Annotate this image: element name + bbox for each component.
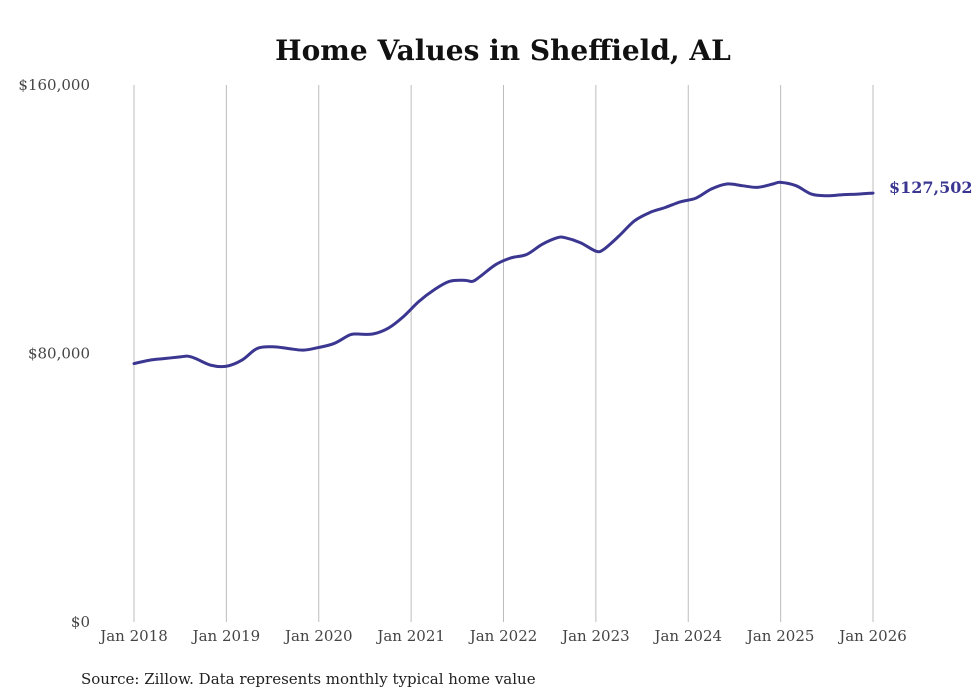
x-tick-label: Jan 2024	[652, 627, 722, 645]
source-note: Source: Zillow. Data represents monthly …	[81, 670, 536, 688]
series-line-layer	[132, 180, 875, 369]
x-tick-label: Jan 2018	[98, 627, 168, 645]
end-value-label: $127,502	[889, 178, 973, 197]
chart-title: Home Values in Sheffield, AL	[275, 34, 731, 67]
y-tick-label: $160,000	[18, 76, 90, 94]
y-axis-tick-labels: $0 $80,000 $160,000	[18, 76, 90, 631]
gridlines	[133, 85, 874, 622]
x-tick-label: Jan 2021	[375, 627, 445, 645]
x-tick-label: Jan 2020	[283, 627, 353, 645]
x-axis-tick-labels: Jan 2018 Jan 2019 Jan 2020 Jan 2021 Jan 2022…	[98, 627, 907, 645]
x-tick-label: Jan 2019	[191, 627, 261, 645]
home-value-series-line	[132, 180, 875, 369]
y-tick-label: $80,000	[28, 345, 90, 363]
x-tick-label: Jan 2025	[745, 627, 815, 645]
x-tick-label: Jan 2026	[837, 627, 907, 645]
x-tick-label: Jan 2023	[560, 627, 630, 645]
x-tick-label: Jan 2022	[468, 627, 538, 645]
y-tick-label: $0	[71, 613, 90, 631]
